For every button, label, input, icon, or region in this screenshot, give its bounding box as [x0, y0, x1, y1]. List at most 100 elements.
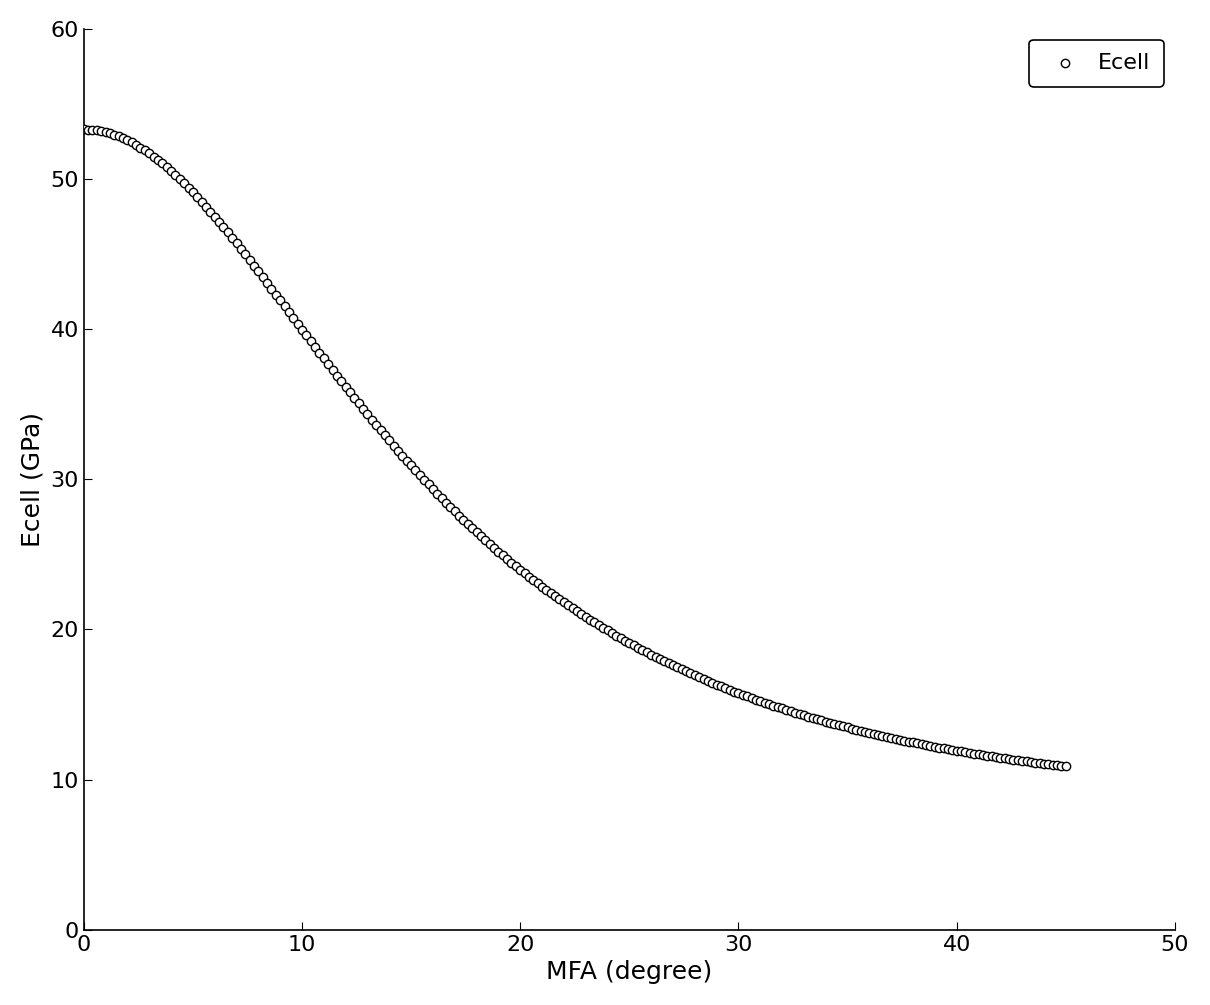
Ecell [877, 729, 897, 745]
X-axis label: MFA (degree): MFA (degree) [546, 960, 713, 984]
Ecell [196, 199, 215, 215]
Ecell [951, 744, 970, 760]
Ecell [214, 219, 234, 235]
Ecell [728, 685, 748, 701]
Ecell [641, 646, 661, 662]
Ecell [79, 122, 98, 138]
Ecell [554, 594, 574, 610]
Ecell [541, 585, 560, 601]
Ecell [415, 471, 434, 487]
Ecell [161, 163, 180, 179]
Ecell [380, 432, 399, 448]
Ecell [1038, 756, 1058, 772]
Ecell [109, 129, 128, 145]
Ecell [528, 575, 547, 591]
Ecell [283, 310, 302, 326]
Ecell [226, 235, 246, 251]
Ecell [358, 406, 378, 422]
Ecell [899, 734, 918, 750]
Ecell [820, 715, 840, 731]
Ecell [174, 175, 194, 191]
Ecell [157, 159, 177, 175]
Ecell [943, 742, 962, 758]
Ecell [484, 540, 503, 556]
Ecell [659, 655, 679, 671]
Ecell [152, 156, 172, 172]
Ecell [136, 143, 155, 159]
Ecell [973, 747, 992, 763]
Ecell [131, 140, 150, 156]
Ecell [82, 122, 102, 138]
Ecell [715, 680, 734, 696]
Ecell [672, 661, 691, 677]
Ecell [1056, 759, 1076, 775]
Ecell [747, 691, 766, 708]
Ecell [231, 241, 250, 257]
Ecell [149, 152, 168, 168]
Ecell [624, 637, 644, 653]
Ecell [511, 562, 530, 578]
Ecell [707, 676, 726, 692]
Ecell [978, 748, 997, 764]
Ecell [332, 373, 351, 389]
Ecell [864, 726, 883, 742]
Ecell [87, 123, 106, 139]
Ecell [872, 728, 892, 744]
Ecell [502, 555, 522, 571]
Ecell [929, 740, 949, 756]
Ecell [348, 395, 368, 411]
Ecell [340, 384, 359, 400]
Ecell [318, 356, 338, 372]
Ecell [388, 442, 408, 458]
Ecell [869, 727, 888, 743]
Ecell [733, 686, 753, 702]
Ecell [1035, 756, 1054, 772]
Ecell [681, 665, 701, 681]
Ecell [628, 640, 647, 656]
Ecell [650, 651, 669, 667]
Ecell [663, 657, 682, 673]
Ecell [144, 149, 163, 165]
Ecell [938, 741, 957, 757]
Ecell [894, 733, 914, 749]
Ecell [367, 417, 386, 433]
Ecell [537, 582, 557, 598]
Ecell [947, 743, 967, 759]
Ecell [986, 749, 1006, 765]
Ecell [851, 723, 870, 739]
Ecell [725, 683, 744, 699]
Ecell [209, 214, 229, 230]
Ecell [755, 694, 774, 711]
Ecell [244, 257, 264, 273]
Ecell [266, 286, 286, 303]
Ecell [593, 620, 612, 636]
Ecell [471, 528, 490, 544]
Ecell [711, 678, 731, 694]
Ecell [720, 681, 739, 697]
Ecell [816, 714, 835, 730]
Ecell [1004, 752, 1024, 768]
Ecell [825, 716, 845, 732]
Ecell [842, 721, 862, 737]
Ecell [532, 579, 552, 595]
Ecell [742, 690, 761, 707]
Ecell [236, 246, 255, 262]
Ecell [999, 751, 1019, 767]
Ecell [807, 712, 826, 728]
Ecell [785, 705, 805, 721]
Ecell [563, 600, 582, 616]
Ecell [1026, 755, 1045, 771]
Ecell [1048, 758, 1067, 774]
Ecell [559, 597, 578, 613]
Ecell [204, 209, 224, 225]
Ecell [1008, 752, 1027, 768]
Ecell [812, 713, 831, 729]
Ecell [139, 146, 159, 162]
Ecell [393, 447, 413, 463]
Ecell [676, 663, 696, 679]
Ecell [584, 614, 604, 630]
Ecell [772, 700, 791, 717]
Ecell [253, 269, 272, 285]
Ecell [419, 476, 438, 492]
Ecell [467, 524, 486, 540]
